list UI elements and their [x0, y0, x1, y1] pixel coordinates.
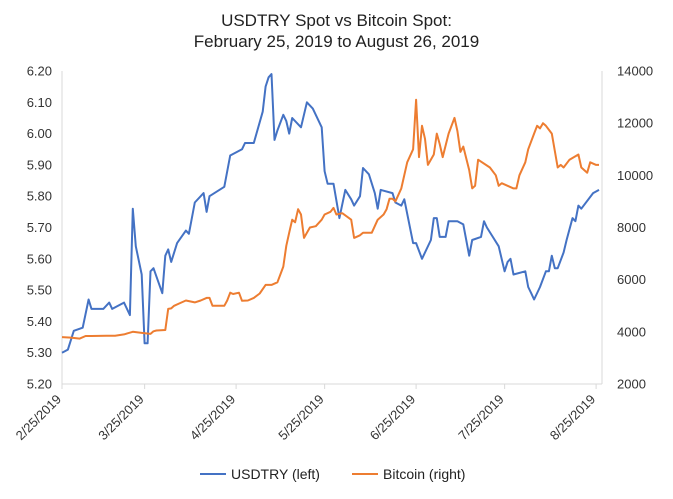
left-axis-tick-label: 5.20 [27, 377, 52, 392]
chart-title: USDTRY Spot vs Bitcoin Spot: February 25… [0, 10, 673, 52]
left-axis-tick-label: 5.70 [27, 220, 52, 235]
left-axis-tick-label: 5.30 [27, 345, 52, 360]
left-axis-tick-label: 5.80 [27, 189, 52, 204]
left-axis-tick-label: 5.50 [27, 283, 52, 298]
chart-title-line-1: USDTRY Spot vs Bitcoin Spot: [221, 11, 452, 30]
right-axis-tick-label: 6000 [617, 272, 646, 287]
left-axis-tick-label: 6.10 [27, 95, 52, 110]
x-axis-tick-label: 2/25/2019 [13, 392, 65, 444]
right-axis-tick-label: 12000 [617, 116, 653, 131]
x-axis-tick-label: 5/25/2019 [275, 392, 327, 444]
bitcoin-series-line [61, 98, 599, 340]
x-axis-tick-label: 8/25/2019 [547, 392, 599, 444]
right-axis-tick-label: 2000 [617, 377, 646, 392]
left-axis-tick-label: 5.40 [27, 314, 52, 329]
left-axis-tick-label: 6.20 [27, 64, 52, 79]
x-axis-tick-label: 7/25/2019 [455, 392, 507, 444]
x-axis-tick-label: 4/25/2019 [187, 392, 239, 444]
left-axis-tick-label: 6.00 [27, 126, 52, 141]
right-axis-tick-label: 4000 [617, 324, 646, 339]
right-axis-tick-label: 10000 [617, 168, 653, 183]
chart-title-line-2: February 25, 2019 to August 26, 2019 [193, 32, 480, 51]
right-axis-tick-label: 8000 [617, 220, 646, 235]
right-axis-tick-label: 14000 [617, 64, 653, 79]
left-axis-tick-label: 5.90 [27, 157, 52, 172]
legend-label-usdtry: USDTRY (left) [231, 466, 320, 482]
x-axis-tick-label: 3/25/2019 [95, 392, 147, 444]
usdtry-series-line [61, 73, 600, 354]
left-axis-tick-label: 5.60 [27, 251, 52, 266]
legend-label-bitcoin: Bitcoin (right) [383, 466, 465, 482]
x-axis-tick-label: 6/25/2019 [367, 392, 419, 444]
